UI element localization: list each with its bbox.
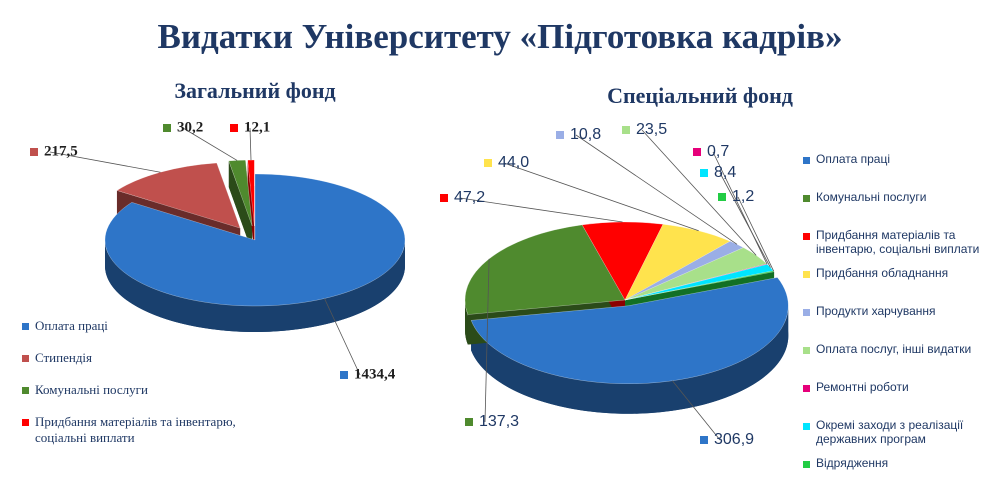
- legend-label: Окремі заходи з реалізації державних про…: [816, 418, 964, 446]
- leader-line: [49, 151, 161, 173]
- legend-item: Ремонтні роботи: [803, 380, 993, 394]
- leader-line: [249, 127, 252, 161]
- legend-item: Комунальні послуги: [803, 190, 993, 204]
- slice-wall: [247, 160, 255, 253]
- leader-line: [719, 172, 771, 268]
- leader-line: [712, 151, 768, 265]
- label-marker: [700, 169, 708, 177]
- data-label: 23,5: [636, 121, 667, 138]
- legend-item: Стипендія: [22, 350, 242, 366]
- legend-item: Відрядження: [803, 456, 993, 470]
- leader-line: [459, 197, 623, 223]
- legend-label: Придбання обладнання: [816, 266, 949, 280]
- data-label: 44,0: [498, 154, 529, 171]
- data-label: 8,4: [714, 164, 736, 181]
- legend-swatch: [803, 309, 810, 316]
- leader-line: [575, 134, 738, 245]
- leader-line: [484, 258, 490, 423]
- legend-item: Оплата послуг, інші видатки: [803, 342, 993, 356]
- legend-item: Оплата праці: [803, 152, 993, 166]
- slice: [470, 277, 789, 385]
- label-marker: [465, 418, 473, 426]
- legend-swatch: [22, 419, 29, 426]
- label-marker: [340, 371, 348, 379]
- legend-swatch: [803, 195, 810, 202]
- label-marker: [440, 194, 448, 202]
- leader-line: [641, 129, 757, 256]
- legend-item: Продукти харчування: [803, 304, 993, 318]
- legend-swatch: [803, 233, 810, 240]
- legend-swatch: [803, 461, 810, 468]
- legend-item: Придбання обладнання: [803, 266, 993, 280]
- data-label: 10,8: [570, 126, 601, 143]
- slide-title: Видатки Університету «Підготовка кадрів»: [158, 17, 843, 56]
- data-label: 137,3: [479, 413, 519, 430]
- slice: [247, 159, 255, 227]
- label-marker: [700, 436, 708, 444]
- label-marker: [718, 193, 726, 201]
- slice-side: [465, 300, 468, 345]
- legend-label: Ремонтні роботи: [816, 380, 909, 394]
- legend-label: Придбання матеріалів та інвентарю, соціа…: [816, 228, 980, 256]
- leader-line: [182, 127, 238, 161]
- legend-label: Оплата праці: [816, 152, 890, 166]
- leader-line: [503, 162, 699, 232]
- slice-side: [105, 240, 405, 332]
- leader-line: [324, 298, 361, 376]
- label-marker: [230, 124, 238, 132]
- legend-label: Відрядження: [816, 456, 889, 470]
- legend-swatch: [22, 355, 29, 362]
- slice-side: [471, 305, 789, 414]
- slice-wall: [228, 160, 253, 253]
- legend-label: Оплата послуг, інші видатки: [816, 342, 972, 356]
- data-label: 12,1: [244, 119, 270, 135]
- legend-item: Придбання матеріалів та інвентарю, соціа…: [803, 228, 993, 256]
- slice: [104, 173, 406, 307]
- data-label: 47,2: [454, 189, 485, 206]
- label-marker: [484, 159, 492, 167]
- legend-item: Комунальні послуги: [22, 382, 242, 398]
- label-marker: [622, 126, 630, 134]
- legend-swatch: [803, 271, 810, 278]
- data-label: 30,2: [177, 119, 203, 135]
- leader-line: [672, 380, 721, 441]
- chart-title: Загальний фонд: [174, 78, 335, 103]
- label-marker: [693, 148, 701, 156]
- data-label: 306,9: [714, 431, 754, 448]
- chart-title: Спеціальний фонд: [607, 83, 793, 108]
- legend-label: Продукти харчування: [816, 304, 936, 318]
- data-label: 0,7: [707, 143, 729, 160]
- label-marker: [163, 124, 171, 132]
- data-label: 217,5: [44, 143, 78, 159]
- label-marker: [556, 131, 564, 139]
- legend-label: Стипендія: [35, 350, 93, 365]
- pie-tops: [464, 221, 789, 385]
- legend-label: Оплата праці: [35, 318, 108, 333]
- legend-item: Окремі заходи з реалізації державних про…: [803, 418, 993, 446]
- label-marker: [30, 148, 38, 156]
- legend-swatch: [803, 347, 810, 354]
- legend-label: Придбання матеріалів та інвентарю, соціа…: [35, 414, 236, 445]
- legend-swatch: [22, 323, 29, 330]
- legend-label: Комунальні послуги: [35, 382, 148, 397]
- legend-item: Оплата праці: [22, 318, 242, 334]
- legend-label: Комунальні послуги: [816, 190, 927, 204]
- legend-swatch: [22, 387, 29, 394]
- pie-tops: [104, 159, 406, 307]
- legend-swatch: [803, 157, 810, 164]
- legend-item: Придбання матеріалів та інвентарю, соціа…: [22, 414, 242, 446]
- legend-swatch: [803, 423, 810, 430]
- data-label: 1,2: [732, 188, 754, 205]
- data-label: 1434,4: [354, 366, 396, 382]
- legend-swatch: [803, 385, 810, 392]
- leader-line: [737, 196, 775, 272]
